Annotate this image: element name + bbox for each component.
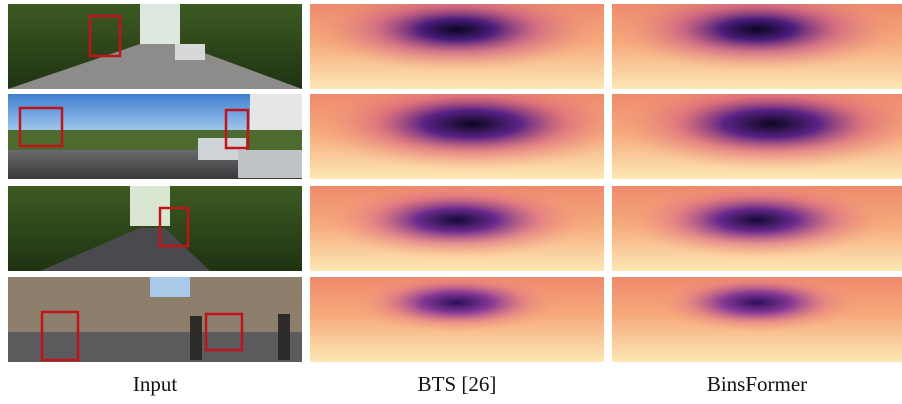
input-images xyxy=(8,4,302,362)
figure: Input BTS [26] BinsFormer xyxy=(0,0,902,404)
column-label: BTS [26] xyxy=(418,372,497,396)
column-label: BinsFormer xyxy=(707,372,807,396)
binsformer-depth-maps xyxy=(612,4,902,362)
column-label: Input xyxy=(133,372,177,396)
bts-depth-maps xyxy=(310,4,604,362)
